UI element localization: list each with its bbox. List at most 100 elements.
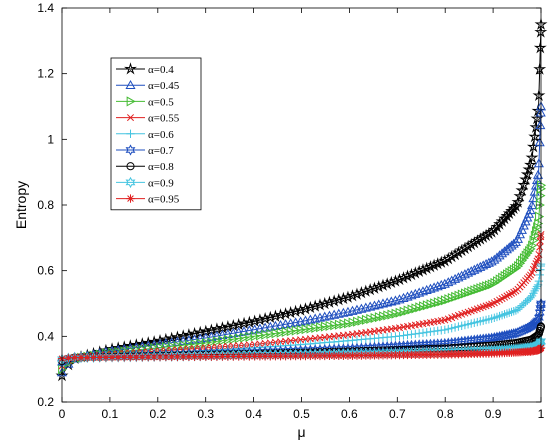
data-point [408,266,422,279]
data-point [498,211,511,225]
data-point [308,299,322,312]
data-point [213,336,223,347]
data-point [532,88,546,102]
data-point [167,352,176,362]
data-point [490,341,499,350]
data-point [421,284,432,294]
data-point [394,294,405,304]
data-point [533,62,547,75]
data-point [291,351,300,361]
data-point [517,301,527,310]
data-point [306,323,316,334]
data-point [250,331,260,342]
data-point [354,286,368,299]
data-point [420,261,434,274]
data-point [311,322,321,333]
legend-label: α=0.4 [148,64,174,76]
data-point [368,281,381,294]
data-point [245,352,254,361]
legend-marker [126,194,135,203]
data-point [185,339,195,350]
data-point [310,351,320,361]
data-point [244,325,255,335]
data-point [509,306,518,316]
x-tick-label: 0.8 [437,407,454,421]
legend-marker [126,114,135,122]
x-tick-label: 0.5 [293,407,310,421]
data-point [229,352,238,361]
data-point [502,206,516,220]
data-point [64,353,73,363]
data-point [271,328,281,339]
data-point [132,352,141,362]
legend-entry: α=0.5 [116,96,174,108]
data-point [450,273,461,283]
data-point [138,352,147,362]
legend-label: α=0.7 [148,145,174,157]
data-point [534,276,544,286]
data-point [190,352,199,361]
y-tick-label: 0.8 [37,198,54,212]
data-point [316,322,326,333]
data-point [492,341,502,350]
data-point [286,326,296,337]
data-point [201,352,211,361]
series-layer [55,17,548,382]
data-point [242,315,256,328]
x-tick-label: 1 [538,407,545,421]
legend-entry: α=0.7 [116,144,174,157]
data-point [534,312,544,324]
data-point [441,252,455,265]
data-point [489,254,500,264]
data-point [306,351,315,361]
data-point [429,282,440,292]
data-point [339,351,348,360]
data-point [250,352,259,361]
data-point [440,325,450,335]
data-point [372,280,386,293]
legend-entry: α=0.8 [116,161,174,173]
data-point [502,309,512,318]
legend-marker [124,62,137,75]
data-point [432,281,443,291]
legend-entry: α=0.4 [116,62,174,76]
data-point [533,257,541,265]
data-point [234,352,243,361]
data-point [535,120,546,130]
data-point [425,283,436,293]
data-point [126,353,135,362]
data-point [507,307,516,317]
data-point [303,300,317,314]
data-point [417,286,429,296]
data-point [454,290,464,301]
x-tick-label: 0.2 [149,407,166,421]
data-point [253,313,267,326]
data-point [366,313,376,324]
data-point [537,180,547,191]
data-point [320,351,329,361]
data-point [255,352,265,361]
data-point [536,243,544,251]
data-point [517,178,531,191]
data-point [532,226,542,237]
data-point [402,291,413,301]
data-point [434,255,448,268]
data-point [95,353,104,362]
data-point [438,254,452,267]
data-point [398,292,409,302]
data-point [467,286,477,297]
x-tick-label: 0.1 [102,407,119,421]
data-point [515,303,525,312]
legend-label: α=0.6 [148,129,174,141]
data-point [370,351,379,360]
legend-entry: α=0.9 [116,176,174,189]
data-point [332,293,346,306]
y-tick-label: 1.2 [37,67,54,81]
y-axis-label: Entropy [13,181,29,229]
data-point [444,324,453,334]
data-point [313,298,327,311]
data-point [221,320,235,333]
data-point [443,277,454,287]
data-point [258,311,272,325]
data-point [495,214,509,227]
